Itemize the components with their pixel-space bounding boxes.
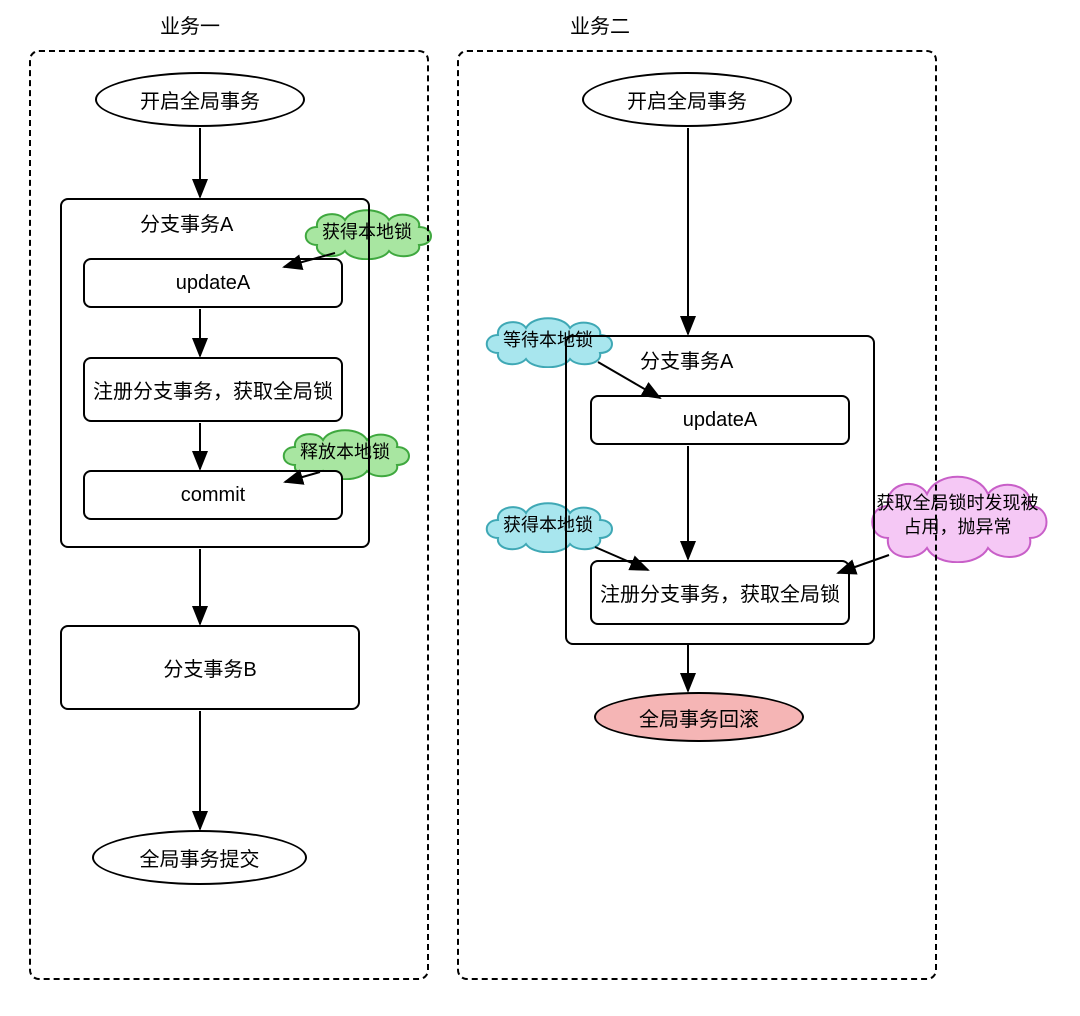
b1-end-label: 全局事务提交 <box>140 843 260 872</box>
b1-cloud1-label: 获得本地锁 <box>322 221 412 244</box>
b2-register-label: 注册分支事务，获取全局锁 <box>600 578 840 607</box>
b2-updateA: updateA <box>590 395 850 445</box>
b2-cloud-wait-label: 等待本地锁 <box>503 329 593 352</box>
b1-end: 全局事务提交 <box>92 830 307 885</box>
title-biz2: 业务二 <box>570 10 630 39</box>
b2-rollback-label: 全局事务回滚 <box>639 703 759 732</box>
b2-register: 注册分支事务，获取全局锁 <box>590 560 850 625</box>
b2-rollback: 全局事务回滚 <box>594 692 804 742</box>
b1-commit-label: commit <box>181 484 245 507</box>
b2-updateA-label: updateA <box>683 409 758 432</box>
b1-branchB: 分支事务B <box>60 625 360 710</box>
b1-updateA: updateA <box>83 258 343 308</box>
b1-cloud-get-local: 获得本地锁 <box>297 205 437 260</box>
b1-cloud-release-local: 释放本地锁 <box>275 425 415 480</box>
b2-start: 开启全局事务 <box>582 72 792 127</box>
b2-branchA-label: 分支事务A <box>640 345 733 374</box>
b2-cloud-wait-local: 等待本地锁 <box>478 313 618 368</box>
b1-register-label: 注册分支事务，获取全局锁 <box>93 375 333 404</box>
b2-start-label: 开启全局事务 <box>627 85 747 114</box>
b2-cloud-get-label: 获得本地锁 <box>503 514 593 537</box>
b1-start-label: 开启全局事务 <box>140 85 260 114</box>
diagram-canvas: 业务一 业务二 开启全局事务 分支事务A updateA 注册分支事务，获取全局… <box>0 0 1080 1016</box>
b1-branchB-label: 分支事务B <box>163 653 256 682</box>
b1-register: 注册分支事务，获取全局锁 <box>83 357 343 422</box>
b2-cloud-get-local: 获得本地锁 <box>478 498 618 553</box>
b1-branchA-label: 分支事务A <box>140 208 233 237</box>
b2-cloud-conflict: 获取全局锁时发现被占用，抛异常 <box>860 468 1055 563</box>
b1-cloud2-label: 释放本地锁 <box>300 441 390 464</box>
b2-cloud-conflict-label: 获取全局锁时发现被占用，抛异常 <box>872 492 1043 539</box>
title-biz1: 业务一 <box>160 10 220 39</box>
b1-updateA-label: updateA <box>176 272 251 295</box>
b1-start: 开启全局事务 <box>95 72 305 127</box>
